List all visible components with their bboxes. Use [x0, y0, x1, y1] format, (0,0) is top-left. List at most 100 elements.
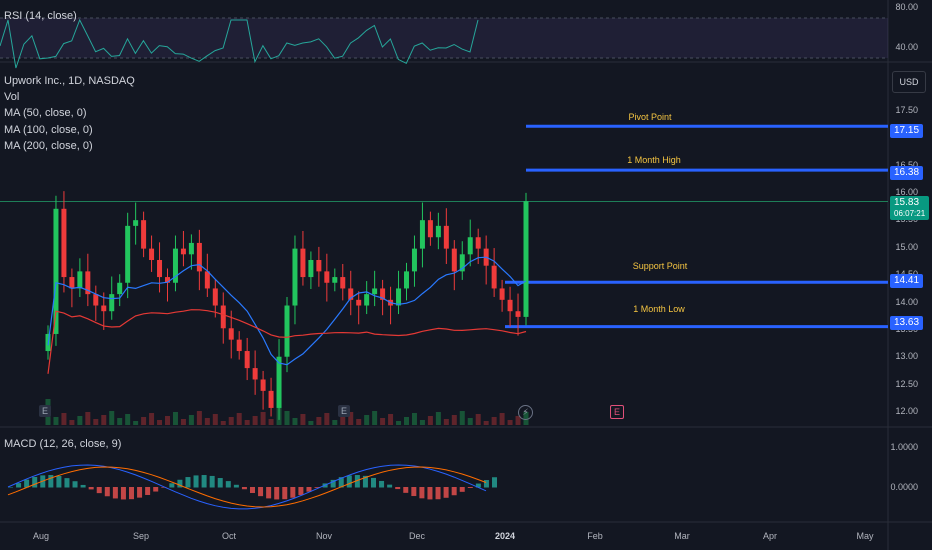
last-price: 15.83 [894, 197, 920, 208]
candle-body [507, 299, 513, 312]
macd-histogram-bar [217, 478, 223, 488]
volume-bar [380, 418, 386, 425]
date-tick: Dec [408, 531, 426, 541]
candle-body [236, 339, 242, 352]
macd-histogram-bar [137, 487, 143, 498]
macd-histogram-bar [64, 478, 70, 488]
volume-bar [483, 421, 489, 425]
candle-body [69, 277, 75, 289]
volume-bar [141, 417, 147, 425]
volume-bar [499, 413, 505, 425]
macd-histogram-bar [80, 484, 86, 488]
candle-body [204, 271, 210, 289]
candle-body [260, 379, 266, 391]
volume-bar [93, 419, 99, 425]
candle-body [411, 248, 417, 272]
volume-bar [220, 421, 226, 425]
candle-body [93, 294, 99, 306]
macd-histogram-bar [274, 487, 280, 500]
volume-bar [53, 417, 59, 425]
price-tick: 12.00 [895, 406, 918, 416]
currency-selector[interactable]: USD [892, 71, 926, 93]
macd-histogram-bar [250, 487, 255, 493]
volume-bar [356, 419, 362, 425]
candle-body [467, 237, 473, 255]
volume-bar [125, 414, 131, 425]
date-tick: Apr [762, 531, 778, 541]
macd-histogram-bar [427, 487, 433, 500]
candle-body [85, 271, 91, 295]
volume-bar [117, 418, 123, 425]
dividend-lightning-icon[interactable]: ⚡ [518, 405, 533, 420]
rsi-level-40: 40.00 [895, 42, 918, 52]
macd-histogram-bar [371, 477, 376, 488]
volume-bar [435, 412, 441, 425]
volume-bar [443, 419, 449, 425]
macd-histogram-bar [120, 487, 126, 500]
candle-body [324, 271, 330, 283]
candle-body [459, 254, 465, 272]
volume-bar [308, 421, 314, 425]
macd-histogram-bar [209, 475, 215, 488]
candle-body [61, 208, 67, 278]
earnings-event-icon[interactable]: E [338, 405, 350, 417]
macd-histogram-bar [467, 487, 473, 488]
ma100-line [47, 309, 527, 374]
candle-body [523, 201, 529, 317]
volume-bar [427, 416, 433, 425]
macd-histogram-bar [395, 487, 401, 490]
candle-body [212, 288, 218, 306]
candle-body [380, 288, 386, 300]
macd-histogram-bar [241, 487, 247, 490]
date-tick: Mar [674, 531, 690, 541]
macd-histogram-bar [435, 487, 441, 500]
candle-body [77, 271, 83, 289]
volume-bar [196, 411, 202, 425]
macd-histogram-bar [225, 481, 231, 488]
macd-level-1: 1.0000 [890, 442, 918, 452]
volume-bar [284, 411, 290, 425]
price-tick: 17.50 [895, 105, 918, 115]
date-tick: Feb [587, 531, 603, 541]
macd-histogram-bar [306, 487, 312, 492]
candle-body [165, 277, 170, 283]
candle-body [244, 351, 250, 369]
rsi-line [0, 18, 479, 69]
macd-histogram-bar [362, 475, 368, 488]
macd-histogram-bar [330, 479, 336, 488]
macd-histogram-bar [403, 487, 409, 493]
volume-bar [372, 411, 378, 425]
volume-bar [77, 416, 83, 425]
candle-body [276, 356, 282, 408]
upcoming-earnings-icon[interactable]: E [610, 405, 624, 419]
macd-histogram-bar [8, 487, 13, 488]
candle-body [427, 220, 433, 238]
macd-histogram-bar [354, 475, 360, 488]
candle-body [149, 248, 155, 260]
volume-bar [212, 414, 218, 425]
volume-bar [228, 417, 234, 425]
candle-body [109, 294, 115, 312]
macd-histogram-bar [443, 487, 449, 498]
support-point-price-tag: 14.41 [890, 274, 924, 288]
macd-histogram-bar [96, 487, 102, 494]
volume-legend[interactable]: Vol [4, 91, 20, 103]
volume-bar [276, 393, 282, 425]
price-tick: 14.00 [895, 297, 918, 307]
earnings-event-icon[interactable]: E [39, 405, 51, 417]
month-high-label: 1 Month High [627, 155, 681, 165]
volume-bar [332, 420, 338, 425]
volume-bar [475, 414, 481, 425]
ma200-legend[interactable]: MA (200, close, 0) [4, 140, 93, 152]
candle-body [252, 368, 258, 380]
macd-histogram-bar [112, 487, 118, 499]
macd-histogram-bar [24, 479, 30, 488]
ma50-legend[interactable]: MA (50, close, 0) [4, 107, 87, 119]
macd-title[interactable]: MACD (12, 26, close, 9) [4, 438, 122, 450]
instrument-title[interactable]: Upwork Inc., 1D, NASDAQ [4, 75, 135, 87]
volume-bar [396, 421, 402, 425]
date-tick: Aug [32, 531, 50, 541]
ma100-legend[interactable]: MA (100, close, 0) [4, 124, 93, 136]
macd-histogram-bar [475, 483, 481, 488]
